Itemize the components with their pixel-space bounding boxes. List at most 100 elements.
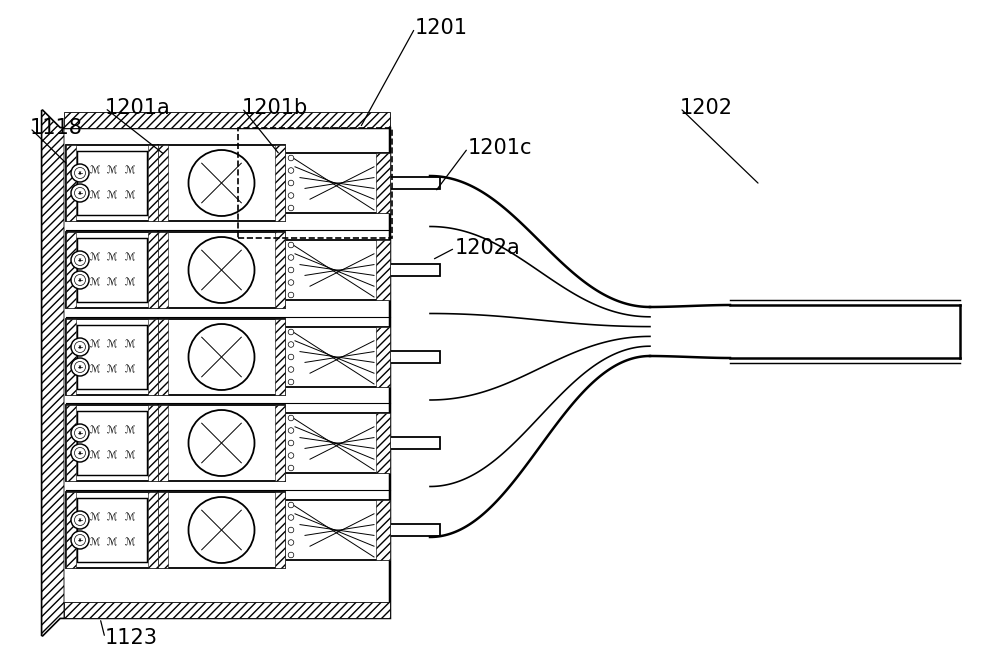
Text: ℳ: ℳ [89,451,100,461]
Circle shape [71,358,89,376]
Text: ℳ: ℳ [89,191,100,201]
Circle shape [288,267,294,273]
Text: ℳ: ℳ [107,339,117,349]
Circle shape [288,243,294,248]
Text: 1201b: 1201b [242,98,308,118]
Circle shape [74,254,86,266]
Text: ℳ: ℳ [124,165,135,175]
Bar [77,325,147,389]
Bar [376,413,390,473]
Bar [66,492,76,568]
Circle shape [71,511,89,529]
Circle shape [74,515,86,525]
Text: 1123: 1123 [105,628,158,648]
Bar [66,405,158,481]
Text: ℳ: ℳ [124,339,135,349]
Circle shape [188,237,254,303]
Circle shape [74,188,86,198]
Circle shape [74,534,86,546]
Circle shape [288,379,294,385]
Bar [158,145,285,221]
Text: ℳ: ℳ [107,365,117,375]
Bar [158,405,285,481]
Text: ℳ: ℳ [107,512,117,522]
Circle shape [288,440,294,445]
Bar [285,240,390,300]
Bar [390,264,440,276]
Circle shape [288,515,294,521]
Circle shape [288,180,294,186]
Circle shape [188,497,254,563]
Bar [275,492,285,568]
Circle shape [74,428,86,438]
Bar [64,602,390,618]
Circle shape [71,164,89,182]
Bar [275,319,285,395]
Polygon shape [42,110,64,636]
Circle shape [288,354,294,360]
Circle shape [288,330,294,335]
Text: ℳ: ℳ [89,278,100,288]
Text: 1118: 1118 [30,118,83,138]
Circle shape [74,362,86,372]
Text: ℳ: ℳ [124,512,135,522]
Circle shape [288,167,294,173]
Text: 1201c: 1201c [468,138,532,158]
Circle shape [288,292,294,298]
Bar [275,232,285,308]
Text: ℳ: ℳ [89,165,100,175]
Circle shape [188,324,254,390]
Polygon shape [42,110,390,636]
Bar [77,151,147,215]
Text: ℳ: ℳ [124,425,135,435]
Bar [64,112,390,128]
Bar [66,405,76,481]
Text: ℳ: ℳ [107,278,117,288]
Circle shape [188,150,254,216]
Text: ℳ: ℳ [124,451,135,461]
Circle shape [288,279,294,285]
Text: ℳ: ℳ [107,451,117,461]
Bar [376,327,390,387]
Bar [376,153,390,213]
Text: ℳ: ℳ [124,538,135,548]
Circle shape [71,424,89,442]
Circle shape [71,444,89,462]
Circle shape [71,338,89,356]
Bar [66,145,158,221]
Bar [285,153,390,213]
Bar [148,145,158,221]
Circle shape [288,205,294,211]
Circle shape [74,341,86,353]
Bar [77,498,147,562]
Text: ℳ: ℳ [107,191,117,201]
Bar [238,128,392,238]
Bar [376,500,390,560]
Circle shape [288,254,294,260]
Circle shape [71,251,89,269]
Text: ℳ: ℳ [89,252,100,262]
Bar [285,500,390,560]
Bar [275,405,285,481]
Circle shape [288,342,294,347]
Text: ℳ: ℳ [124,252,135,262]
Circle shape [288,156,294,161]
Bar [66,492,158,568]
Bar [66,232,76,308]
Circle shape [288,415,294,421]
Circle shape [71,531,89,549]
Bar [66,145,76,221]
Bar [66,319,158,395]
Circle shape [288,453,294,458]
Bar [390,177,440,189]
Text: ℳ: ℳ [89,512,100,522]
Text: ℳ: ℳ [107,538,117,548]
Bar [77,238,147,302]
Bar [148,232,158,308]
Circle shape [288,527,294,532]
Circle shape [188,410,254,476]
Bar [275,145,285,221]
Bar [66,319,76,395]
Circle shape [288,192,294,198]
Bar [148,492,158,568]
